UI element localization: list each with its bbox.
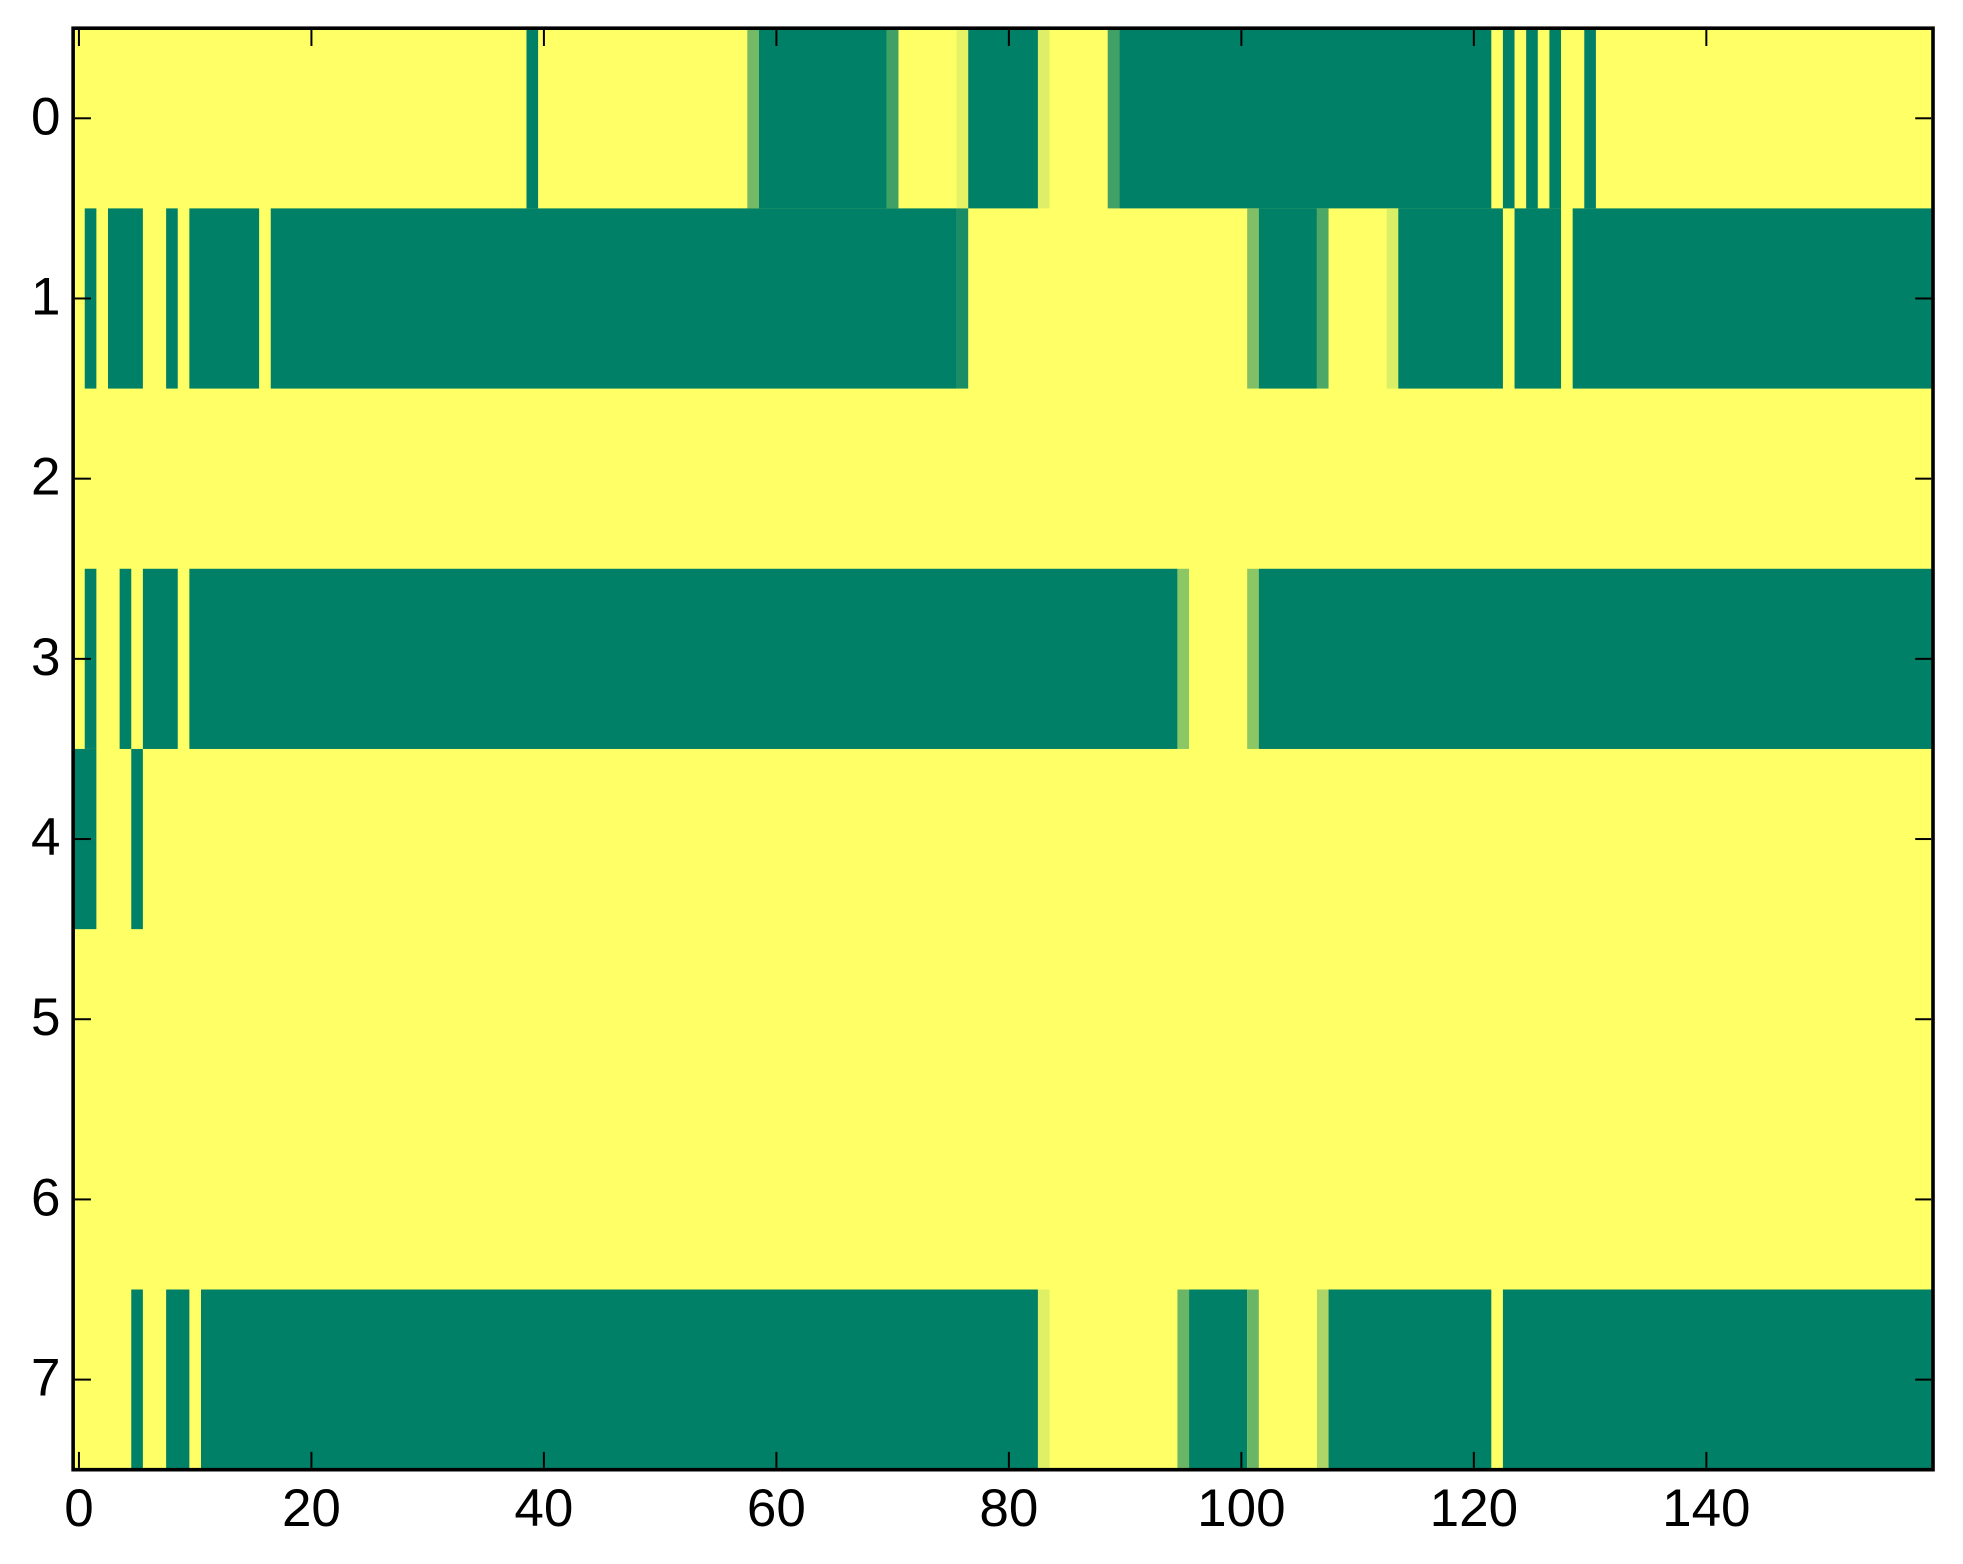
svg-text:2: 2 [31,448,60,507]
svg-text:7: 7 [31,1349,60,1408]
svg-text:3: 3 [31,628,60,687]
svg-text:4: 4 [31,808,60,867]
svg-text:100: 100 [1197,1479,1285,1538]
svg-text:0: 0 [31,87,60,146]
svg-text:1: 1 [31,267,60,326]
svg-text:40: 40 [514,1479,573,1538]
svg-text:6: 6 [31,1168,60,1227]
svg-text:20: 20 [282,1479,341,1538]
svg-text:0: 0 [64,1479,93,1538]
svg-text:60: 60 [747,1479,806,1538]
svg-text:80: 80 [979,1479,1038,1538]
svg-text:120: 120 [1430,1479,1518,1538]
svg-text:5: 5 [31,988,60,1047]
svg-text:140: 140 [1662,1479,1750,1538]
